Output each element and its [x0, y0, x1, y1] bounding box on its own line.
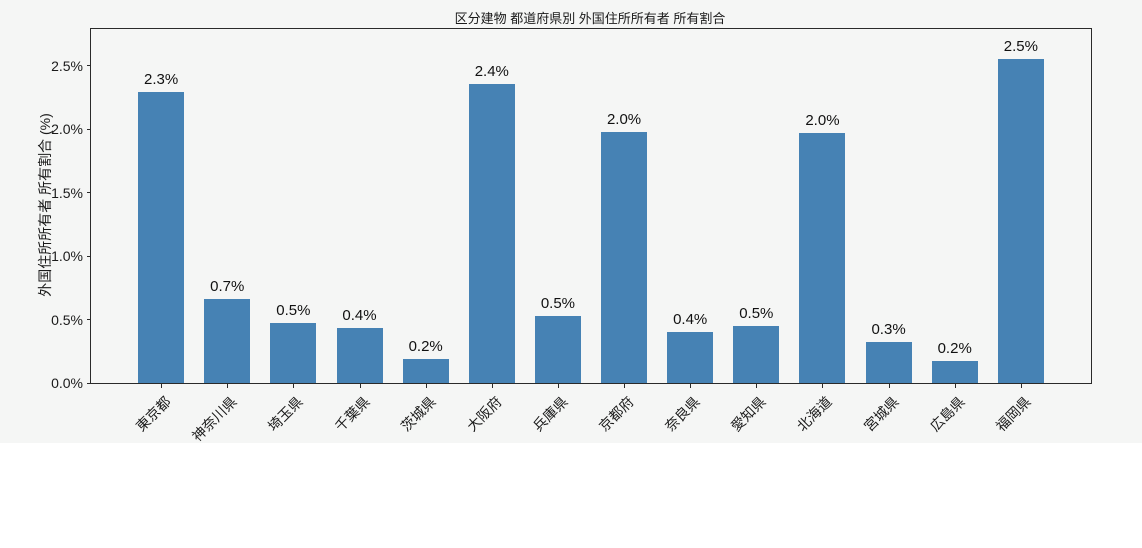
y-tick-mark	[87, 128, 91, 130]
bar	[997, 59, 1044, 383]
bar	[468, 83, 515, 383]
x-tick-mark	[161, 384, 163, 388]
x-tick-mark	[690, 384, 692, 388]
bar-value-label: 2.4%	[474, 62, 509, 80]
bar	[601, 131, 648, 383]
y-tick-label: 0.5%	[51, 311, 83, 328]
x-tick-mark	[557, 384, 559, 388]
bar-value-label: 2.0%	[606, 110, 642, 128]
y-tick-mark	[87, 65, 91, 67]
x-tick-mark	[624, 384, 626, 388]
bar	[799, 133, 846, 383]
x-tick-mark	[359, 384, 361, 388]
bar-value-label: 0.5%	[739, 304, 774, 322]
y-tick-label: 2.0%	[51, 121, 83, 138]
bar	[336, 328, 383, 383]
x-tick-mark	[227, 384, 229, 388]
bar-value-label: 0.4%	[673, 311, 708, 329]
x-tick-mark	[954, 384, 956, 388]
y-tick-label: 0.0%	[51, 375, 83, 391]
bar	[931, 361, 978, 383]
bar	[733, 325, 780, 383]
bar-value-label: 0.5%	[540, 294, 576, 312]
bar-value-label: 0.2%	[937, 340, 972, 358]
bar-value-label: 2.3%	[144, 71, 179, 89]
y-tick-mark	[87, 319, 91, 321]
bar	[204, 299, 251, 383]
y-axis-label: 外国住所所有者 所有割合 (%)	[37, 113, 53, 297]
bar-value-label: 2.0%	[805, 112, 840, 130]
bar-value-label: 2.5%	[1003, 38, 1038, 56]
y-tick-mark	[87, 255, 91, 257]
plot-area: 0.0% 0.5% 1.0% 1.5% 2.0% 2.5% 2.3% 東京都 0.7% 神奈川県 0…	[51, 28, 1092, 444]
x-tick-mark	[293, 384, 295, 388]
chart-title: 区分建物 都道府県別 外国住所所有者 所有割合	[454, 11, 726, 26]
x-tick-mark	[756, 384, 758, 388]
y-tick-label: 1.0%	[51, 248, 83, 265]
bar-value-label: 0.3%	[871, 321, 906, 339]
y-tick-label: 1.5%	[51, 184, 83, 201]
bar	[534, 315, 581, 383]
bar	[865, 342, 912, 383]
x-tick-mark	[888, 384, 890, 388]
y-tick-mark	[87, 192, 91, 194]
x-tick-mark	[1020, 384, 1022, 388]
bar	[667, 332, 714, 383]
bar	[138, 92, 185, 383]
bar-value-label: 0.5%	[276, 302, 311, 320]
figure: 区分建物 都道府県別 外国住所所有者 所有割合 外国住所所有者 所有割合 (%)…	[37, 11, 1092, 445]
bar	[270, 323, 317, 383]
bar-value-label: 0.2%	[408, 337, 443, 355]
bar-value-label: 0.7%	[210, 278, 245, 296]
y-tick-mark	[87, 382, 91, 384]
x-tick-mark	[491, 384, 493, 388]
bar	[402, 358, 449, 383]
x-tick-mark	[822, 384, 824, 388]
x-tick-mark	[425, 384, 427, 388]
bar-value-label: 0.4%	[342, 307, 377, 325]
y-tick-label: 2.5%	[51, 57, 83, 74]
